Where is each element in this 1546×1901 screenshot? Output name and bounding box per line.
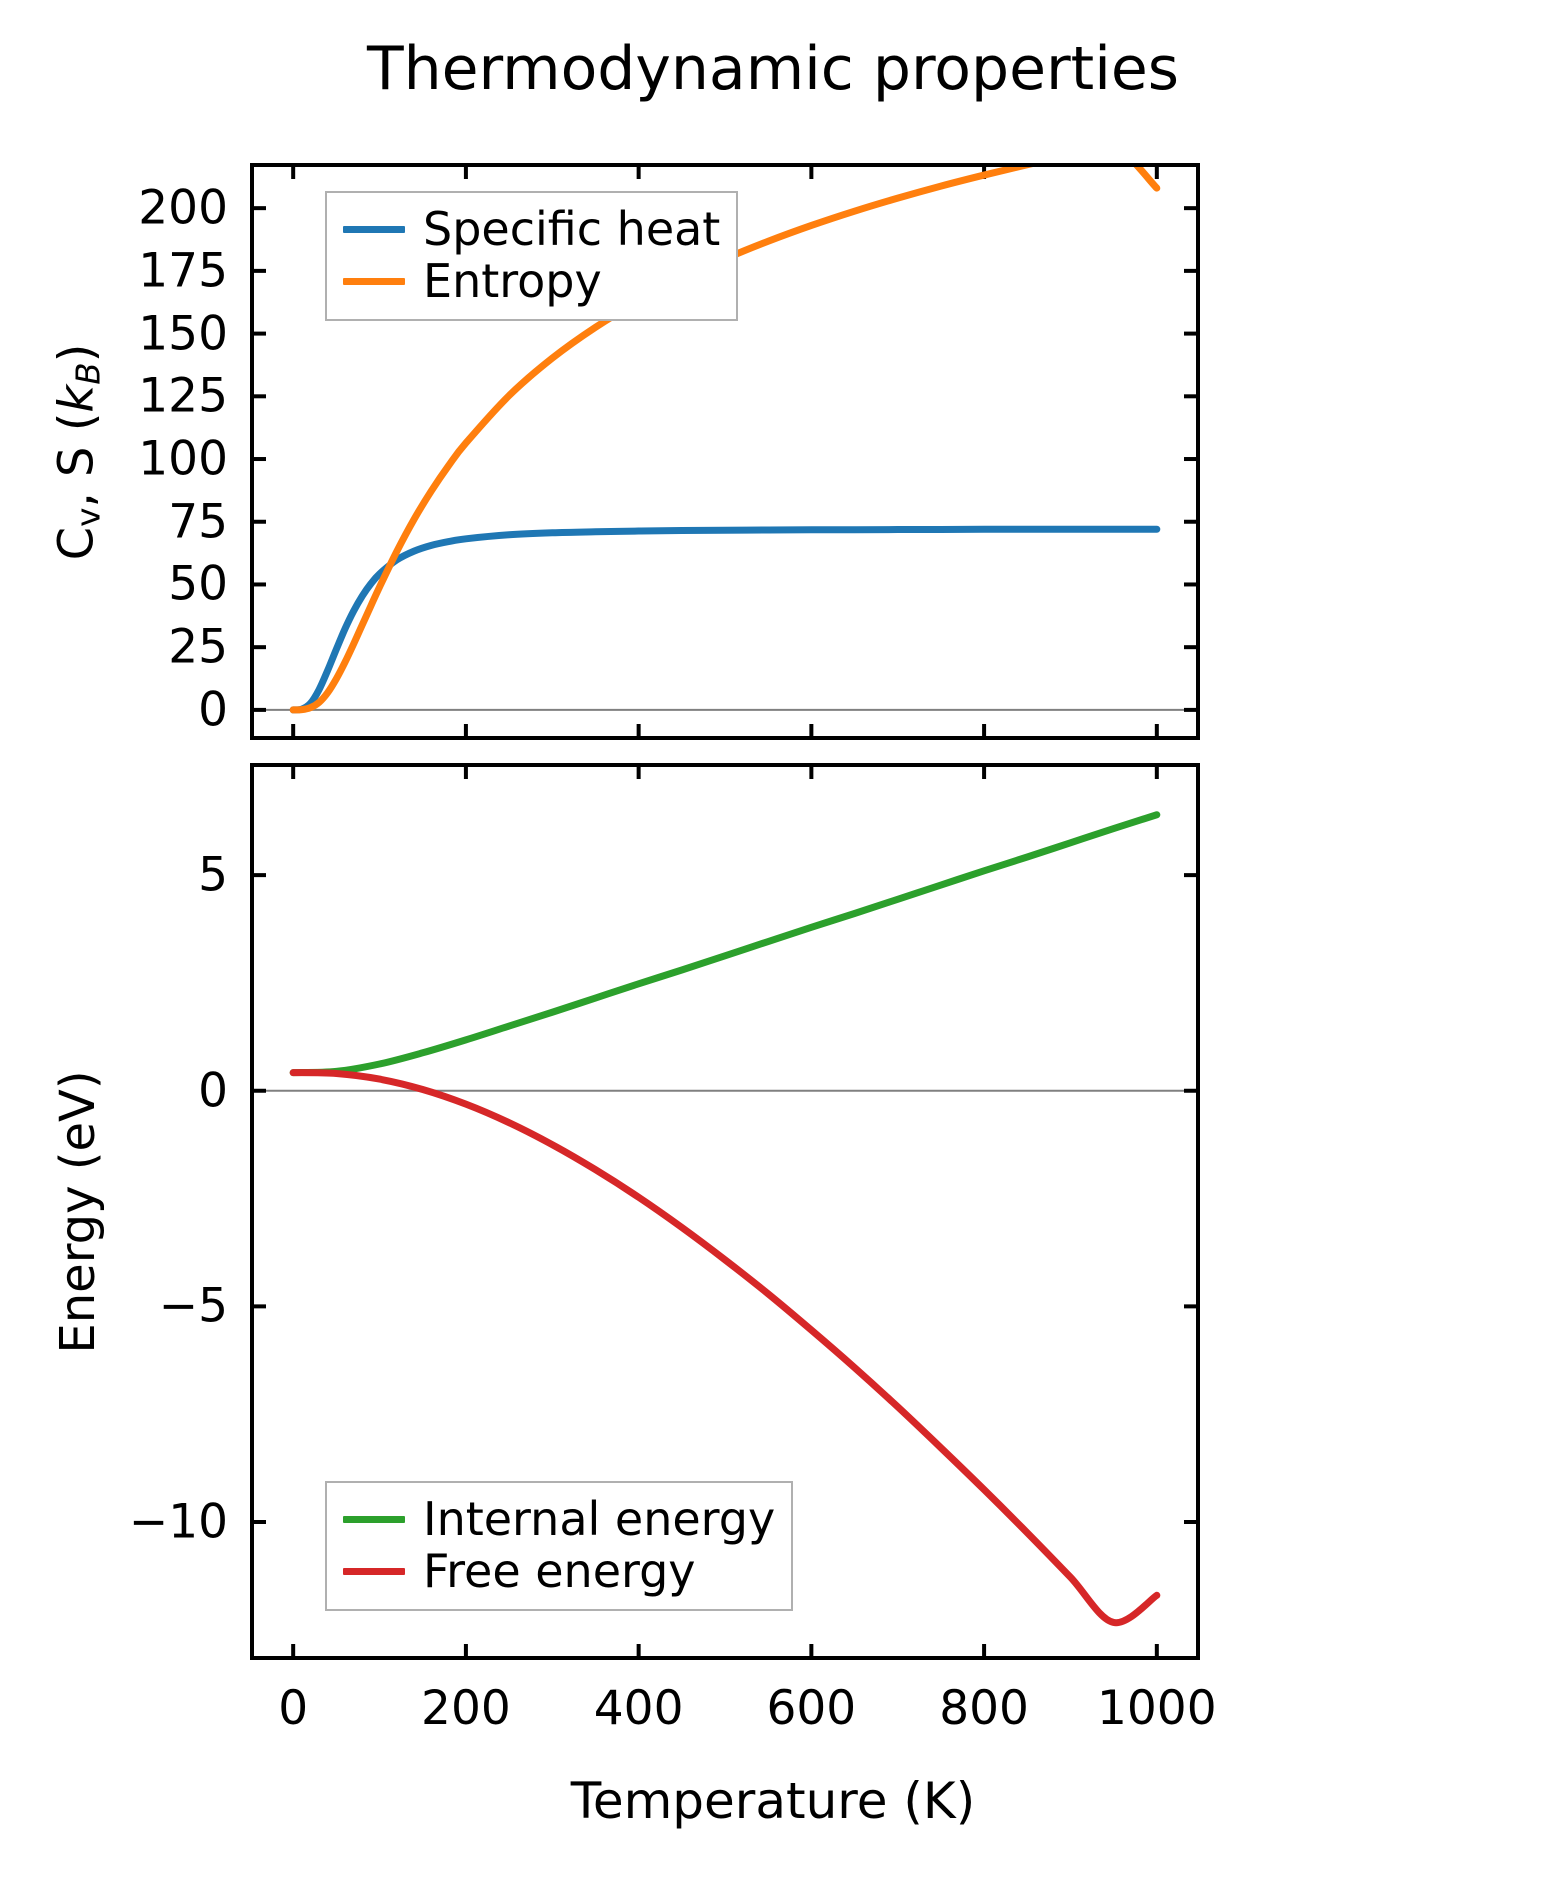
legend-line-icon [343, 1567, 405, 1575]
legend-line-icon [343, 1515, 405, 1523]
thermal-ytick-label: 50 [168, 556, 228, 612]
xtick-label: 400 [593, 1681, 684, 1736]
energy-ytick-label: −10 [128, 1494, 228, 1550]
xtick-label: 200 [421, 1681, 511, 1736]
xtick-label: 600 [766, 1681, 857, 1736]
thermal-legend-entry[interactable]: Entropy [343, 255, 720, 307]
thermal-ytick-label: 100 [138, 431, 228, 487]
energy-legend-entry[interactable]: Internal energy [343, 1493, 775, 1545]
thermal-legend-entry[interactable]: Specific heat [343, 203, 720, 255]
xtick-label: 0 [278, 1681, 309, 1736]
xtick-label: 1000 [1097, 1681, 1217, 1736]
energy-axis-title: Energy (eV) [50, 1069, 106, 1354]
legend-label: Entropy [423, 254, 602, 308]
legend-line-icon [343, 225, 405, 233]
x-axis-title: Temperature (K) [570, 1772, 976, 1830]
legend-label: Free energy [423, 1544, 696, 1598]
page-title: Thermodynamic properties [366, 34, 1180, 104]
energy-legend[interactable]: Internal energy Free energy [325, 1481, 794, 1611]
legend-label: Internal energy [423, 1492, 776, 1546]
thermal-ytick-label: 125 [138, 368, 228, 424]
thermal-ytick-label: 175 [138, 243, 228, 299]
xtick-label: 800 [939, 1681, 1029, 1736]
energy-ytick-label: 5 [198, 847, 228, 903]
energy-ytick-label: 0 [198, 1063, 228, 1119]
thermal-legend[interactable]: Specific heat Entropy [325, 191, 739, 321]
thermal-ytick-label: 25 [168, 619, 228, 675]
energy-legend-entry[interactable]: Free energy [343, 1545, 775, 1597]
thermal-ytick-label: 150 [138, 306, 228, 362]
thermal-ytick-label: 75 [168, 494, 228, 550]
legend-label: Specific heat [423, 202, 721, 256]
energy-ytick-label: −5 [158, 1278, 228, 1334]
thermal-ytick-label: 200 [138, 180, 228, 236]
legend-line-icon [343, 277, 405, 285]
thermal-axis-title: Cv, S (kB) [48, 343, 108, 560]
thermal-ytick-label: 0 [198, 682, 228, 738]
